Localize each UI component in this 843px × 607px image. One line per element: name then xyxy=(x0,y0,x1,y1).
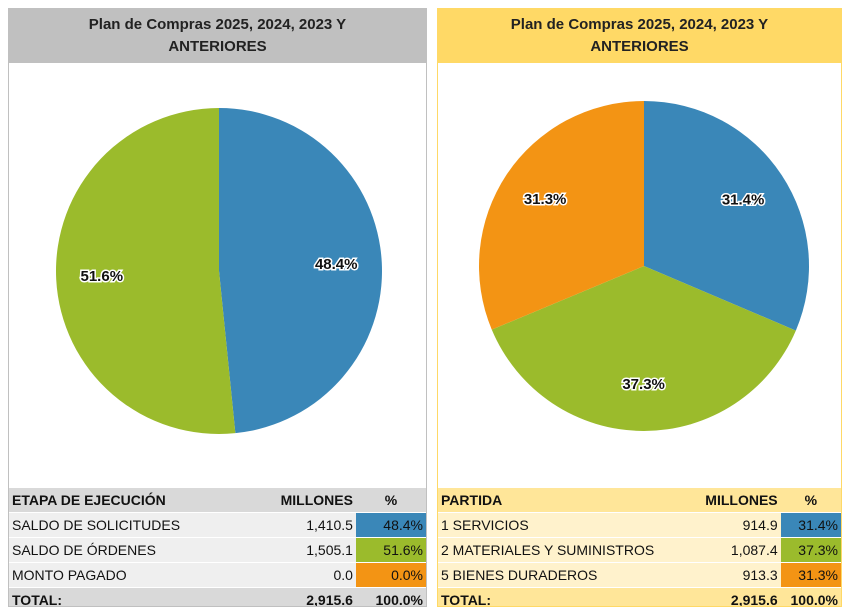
table-cell: 5 BIENES DURADEROS xyxy=(438,562,694,588)
panel: 48.4% 51.6% Plan de Compras 2025, 2024, 20… xyxy=(8,8,427,607)
table-cell: 1,087.4 xyxy=(693,537,781,563)
table-cell: TOTAL: xyxy=(438,587,694,606)
table-cell: 1 SERVICIOS xyxy=(438,512,694,538)
slice-label: 37.3% xyxy=(622,376,665,393)
table-cell: 0.0% xyxy=(355,562,426,588)
chart-title: Plan de Compras 2025, 2024, 2023 Y ANTER… xyxy=(88,16,347,55)
slice-label: 51.6% xyxy=(81,268,124,285)
data-table: ETAPA DE EJECUCIÓN MILLONES% SALDO DE SOLI… xyxy=(9,488,426,606)
table-cell: 31.3% xyxy=(780,562,841,588)
table-cell: PARTIDA xyxy=(438,488,694,513)
table-cell: 1,505.1 xyxy=(262,537,356,563)
table-cell: SALDO DE ÓRDENES xyxy=(9,537,263,563)
table-cell: % xyxy=(355,488,426,513)
pie-slice xyxy=(644,101,809,331)
table-cell: 51.6% xyxy=(355,537,426,563)
table-cell: ETAPA DE EJECUCIÓN xyxy=(9,488,263,513)
table-cell: 2,915.6 xyxy=(693,587,781,606)
table-row: 5 BIENES DURADEROS 913.3 31.3% xyxy=(438,562,841,588)
table-row: ETAPA DE EJECUCIÓN MILLONES% xyxy=(9,488,426,513)
table-cell: 100.0% xyxy=(355,587,426,606)
pie-slice xyxy=(491,266,796,431)
table-cell: SALDO DE SOLICITUDES xyxy=(9,512,263,538)
table-row: PARTIDA MILLONES% xyxy=(438,488,841,513)
table-cell: MILLONES xyxy=(693,488,781,513)
table-row: TOTAL: 2,915.6 100.0% xyxy=(9,587,426,606)
chart-title: Plan de Compras 2025, 2024, 2023 Y ANTER… xyxy=(510,16,769,55)
table-cell: MILLONES xyxy=(262,488,356,513)
pie-chart: 31.4% 37.3% 31.3% xyxy=(479,101,809,431)
table-cell: MONTO PAGADO xyxy=(9,562,263,588)
slice-label: 31.4% xyxy=(722,191,765,208)
slice-label: 31.3% xyxy=(524,191,567,208)
table-cell: 0.0 xyxy=(262,562,356,588)
table-cell: TOTAL: xyxy=(9,587,263,606)
table-row: 1 SERVICIOS 914.9 31.4% xyxy=(438,512,841,538)
table-row: SALDO DE SOLICITUDES 1,410.5 48.4% xyxy=(9,512,426,538)
pie-slice xyxy=(55,108,236,435)
data-table: PARTIDA MILLONES% 1 SERVICIOS 914.9 31.4% 2 M… xyxy=(438,488,841,606)
table-cell: 914.9 xyxy=(693,512,781,538)
table-cell: 37.3% xyxy=(780,537,841,563)
table-cell: % xyxy=(780,488,841,513)
title-bar: Plan de Compras 2025, 2024, 2023 Y ANTER… xyxy=(9,9,426,63)
table-cell: 1,410.5 xyxy=(262,512,356,538)
table-cell: 100.0% xyxy=(780,587,841,606)
table-cell: 913.3 xyxy=(693,562,781,588)
table-row: 2 MATERIALES Y SUMINISTROS 1,087.4 37.3% xyxy=(438,537,841,563)
table-cell: 2,915.6 xyxy=(262,587,356,606)
pie-chart: 48.4% 51.6% xyxy=(55,108,382,435)
table-cell: 2 MATERIALES Y SUMINISTROS xyxy=(438,537,694,563)
table-row: SALDO DE ÓRDENES 1,505.1 51.6% xyxy=(9,537,426,563)
table-row: MONTO PAGADO 0.0 0.0% xyxy=(9,562,426,588)
pie-slice xyxy=(479,101,644,330)
panel: 31.4% 37.3% 31.3% Plan de Compras 2025, 202… xyxy=(437,8,842,607)
slice-label: 48.4% xyxy=(315,256,358,273)
table-cell: 31.4% xyxy=(780,512,841,538)
table-row: TOTAL: 2,915.6 100.0% xyxy=(438,587,841,606)
table-cell: 48.4% xyxy=(355,512,426,538)
title-bar: Plan de Compras 2025, 2024, 2023 Y ANTER… xyxy=(438,9,841,63)
pie-slice xyxy=(219,108,382,434)
